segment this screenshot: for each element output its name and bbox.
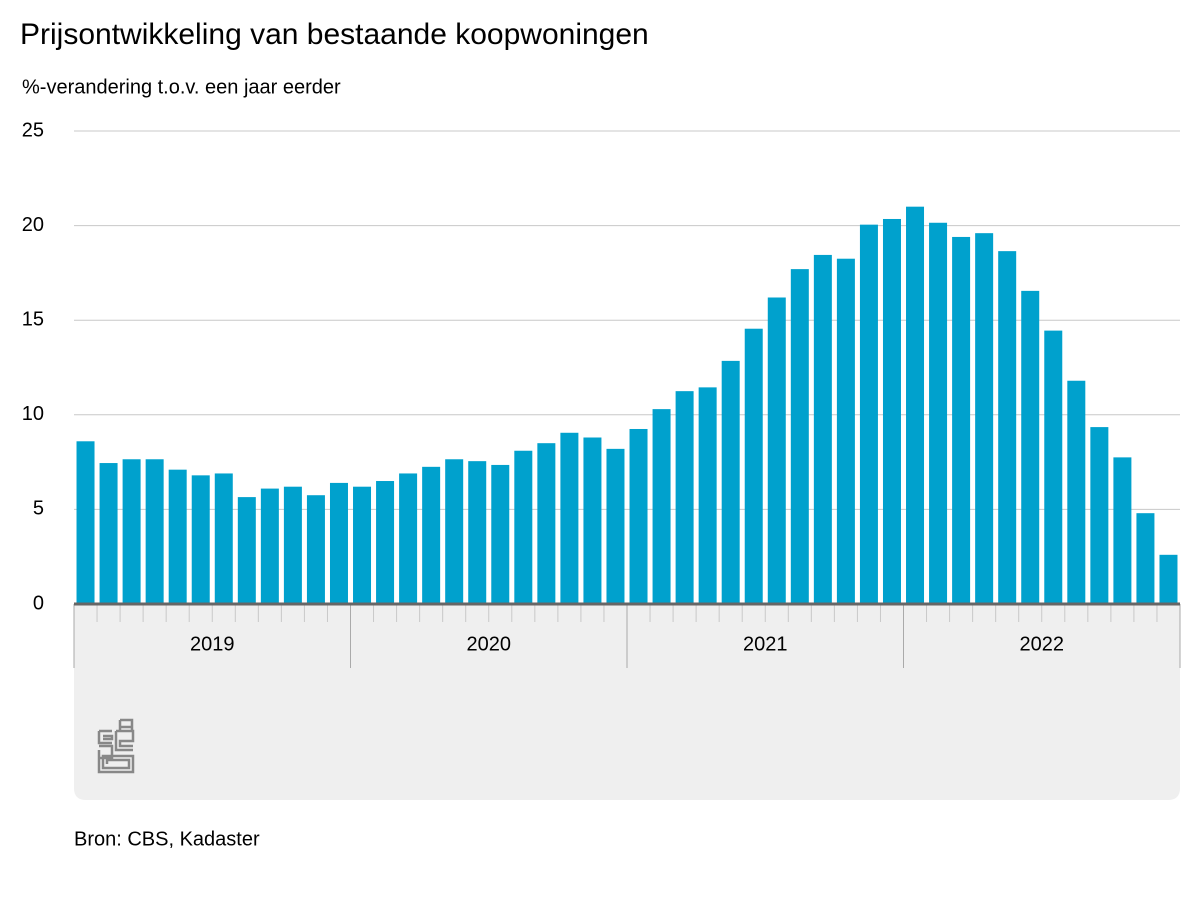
bar [260,488,279,604]
bar [191,475,210,604]
bar [859,224,878,605]
bar [929,222,948,604]
bar [306,495,325,604]
bar [652,409,671,604]
bar [721,360,740,604]
bar [906,206,925,604]
bar [744,328,763,604]
bar [1090,427,1109,604]
bar [468,461,487,604]
bar [629,428,648,604]
bar [675,391,694,604]
bar [606,448,625,604]
chart-subtitle: %-verandering t.o.v. een jaar eerder [22,76,341,98]
bar [836,258,855,604]
bar [329,482,348,604]
bar [214,473,233,604]
bar [537,443,556,604]
bar [122,459,141,604]
bar [283,486,302,604]
bar [998,251,1017,604]
bar [168,469,187,604]
bar [422,466,441,604]
bar [237,497,256,604]
y-tick-label: 0 [33,592,44,614]
y-tick-label: 25 [22,119,44,141]
bar [99,463,118,604]
bar [1021,290,1040,604]
bar [353,486,372,604]
bar [145,459,164,604]
bar [952,236,971,604]
chart-title: Prijsontwikkeling van bestaande koopwoni… [20,18,649,51]
bar [514,450,533,604]
bar [790,269,809,604]
bar [583,437,602,604]
bar [975,233,994,604]
cbs-logo [97,718,135,774]
bar [767,297,786,604]
bar [445,459,464,604]
bar [76,441,95,604]
y-tick-label: 15 [22,308,44,330]
x-group-label: 2022 [1020,633,1065,655]
bar [813,254,832,604]
bar [1067,380,1086,604]
bar [399,473,418,604]
y-tick-label: 20 [22,214,44,236]
bar [491,464,510,604]
bar [1159,554,1178,604]
bar [698,387,717,604]
bar [882,218,901,604]
y-tick-label: 10 [22,403,44,425]
x-group-label: 2020 [467,633,512,655]
y-tick-label: 5 [33,498,44,520]
source: Bron: CBS, Kadaster [74,828,260,850]
x-group-label: 2021 [743,633,788,655]
bar [376,481,395,604]
x-group-label: 2019 [190,633,235,655]
bar [1136,513,1155,604]
bar [1044,330,1063,604]
bar [560,432,579,604]
bar [1113,457,1132,604]
